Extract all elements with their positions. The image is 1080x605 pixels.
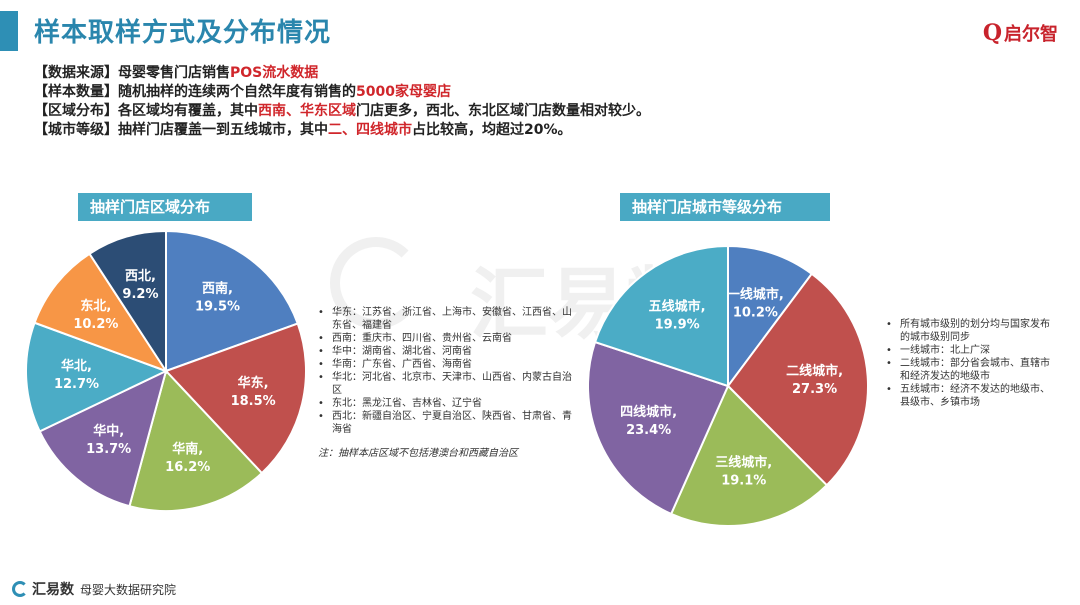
region-slice-value-2: 16.2% xyxy=(165,460,210,475)
region-slice-6 xyxy=(88,229,167,375)
info-highlight: 西南、华东区域 xyxy=(258,103,356,119)
region-slice-5 xyxy=(33,252,169,373)
info-label: 【数据来源】 xyxy=(34,65,118,81)
region-slice-value-6: 9.2% xyxy=(122,287,158,302)
tier-slice-2 xyxy=(669,384,829,527)
tier-slice-value-4: 19.9% xyxy=(655,318,700,333)
region-slice-name-1: 华东, xyxy=(238,375,269,391)
region-slice-0 xyxy=(165,229,300,373)
region-slice-value-3: 13.7% xyxy=(86,442,131,457)
info-text: 门店更多，西北、东北区域门店数量相对较少。 xyxy=(356,103,650,119)
tier-chart-title: 抽样门店城市等级分布 xyxy=(620,193,830,221)
region-slice-1 xyxy=(164,322,307,475)
note-item: 所有城市级别的划分均与国家发布的城市级别同步 xyxy=(886,318,1056,344)
region-chart-title: 抽样门店区域分布 xyxy=(78,193,252,221)
info-highlight: 5000家母婴店 xyxy=(356,84,451,100)
tier-slice-name-1: 二线城市, xyxy=(786,363,843,379)
region-notes: 华东：江苏省、浙江省、上海市、安徽省、江西省、山东省、福建省西南：重庆市、四川省… xyxy=(318,306,580,436)
info-text: 母婴零售门店销售 xyxy=(118,65,230,81)
title-accent-bar xyxy=(0,11,18,51)
footer: 汇易数 母婴大数据研究院 xyxy=(12,579,176,599)
info-highlight: POS流水数据 xyxy=(230,65,319,81)
info-text: 占比较高，均超过20%。 xyxy=(412,122,572,138)
note-item: 西北：新疆自治区、宁夏自治区、陕西省、甘肃省、青海省 xyxy=(318,410,580,436)
region-slice-name-0: 西南, xyxy=(202,281,233,297)
footer-logo-icon xyxy=(12,581,28,597)
info-line: 【样本数量】随机抽样的连续两个自然年度有销售的5000家母婴店 xyxy=(34,83,650,102)
info-label: 【区域分布】 xyxy=(34,103,118,119)
note-item: 二线城市：部分省会城市、直辖市和经济发达的地级市 xyxy=(886,357,1056,383)
tier-slice-0 xyxy=(727,244,814,390)
region-slice-name-2: 华南, xyxy=(172,441,203,457)
tier-slice-3 xyxy=(587,340,730,516)
logo-mark-icon: Q xyxy=(982,20,1002,46)
note-item: 华北：河北省、北京市、天津市、山西省、内蒙古自治区 xyxy=(318,371,580,397)
tier-slice-name-4: 五线城市, xyxy=(649,299,706,315)
region-slice-3 xyxy=(38,369,168,508)
tier-slice-value-1: 27.3% xyxy=(792,382,837,397)
tier-slice-value-3: 23.4% xyxy=(626,423,671,438)
region-slice-value-0: 19.5% xyxy=(195,300,240,315)
region-slice-4 xyxy=(25,321,169,433)
footer-subtitle: 母婴大数据研究院 xyxy=(80,582,177,597)
note-item: 西南：重庆市、四川省、贵州省、云南省 xyxy=(318,332,580,345)
region-footnote: 注：抽样本店区域不包括港澳台和西藏自治区 xyxy=(318,448,518,459)
info-text: 抽样门店覆盖一到五线城市，其中 xyxy=(118,122,328,138)
tier-slice-4 xyxy=(593,244,729,388)
tier-slice-name-0: 一线城市, xyxy=(727,287,784,303)
page-title: 样本取样方式及分布情况 xyxy=(34,18,332,48)
info-block: 【数据来源】母婴零售门店销售POS流水数据 【样本数量】随机抽样的连续两个自然年度… xyxy=(34,64,650,140)
region-slice-name-6: 西北, xyxy=(125,269,156,284)
logo-text: 启尔智 xyxy=(1004,24,1058,45)
footer-brand: 汇易数 xyxy=(32,582,74,598)
note-item: 一线城市：北上广深 xyxy=(886,344,1056,357)
note-item: 五线城市：经济不发达的地级市、县级市、乡镇市场 xyxy=(886,383,1056,409)
tier-slice-name-3: 四线城市, xyxy=(620,404,677,420)
note-item: 华中：湖南省、湖北省、河南省 xyxy=(318,345,580,358)
brand-logo: Q 启尔智 xyxy=(983,19,1058,47)
tier-slice-value-2: 19.1% xyxy=(721,473,766,488)
tier-notes: 所有城市级别的划分均与国家发布的城市级别同步一线城市：北上广深二线城市：部分省会… xyxy=(886,318,1056,409)
region-slice-2 xyxy=(128,369,264,512)
info-text: 随机抽样的连续两个自然年度有销售的 xyxy=(118,84,356,100)
info-line: 【城市等级】抽样门店覆盖一到五线城市，其中二、四线城市占比较高，均超过20%。 xyxy=(34,121,650,140)
region-slice-name-5: 东北, xyxy=(80,298,111,314)
info-line: 【区域分布】各区域均有覆盖，其中西南、华东区域门店更多，西北、东北区域门店数量相… xyxy=(34,102,650,121)
tier-slice-name-2: 三线城市, xyxy=(715,454,772,470)
region-slice-value-5: 10.2% xyxy=(73,317,118,332)
region-slice-name-4: 华北, xyxy=(61,358,92,374)
note-item: 东北：黑龙江省、吉林省、辽宁省 xyxy=(318,397,580,410)
info-label: 【样本数量】 xyxy=(34,84,118,100)
info-label: 【城市等级】 xyxy=(34,122,118,138)
note-item: 华南：广东省、广西省、海南省 xyxy=(318,358,580,371)
tier-slice-1 xyxy=(726,272,869,487)
info-highlight: 二、四线城市 xyxy=(328,122,412,138)
info-text: 各区域均有覆盖，其中 xyxy=(118,103,258,119)
tier-slice-value-0: 10.2% xyxy=(733,306,778,321)
region-slice-name-3: 华中, xyxy=(93,423,124,439)
region-slice-value-1: 18.5% xyxy=(231,394,276,409)
region-slice-value-4: 12.7% xyxy=(54,377,99,392)
note-item: 华东：江苏省、浙江省、上海市、安徽省、江西省、山东省、福建省 xyxy=(318,306,580,332)
info-line: 【数据来源】母婴零售门店销售POS流水数据 xyxy=(34,64,650,83)
